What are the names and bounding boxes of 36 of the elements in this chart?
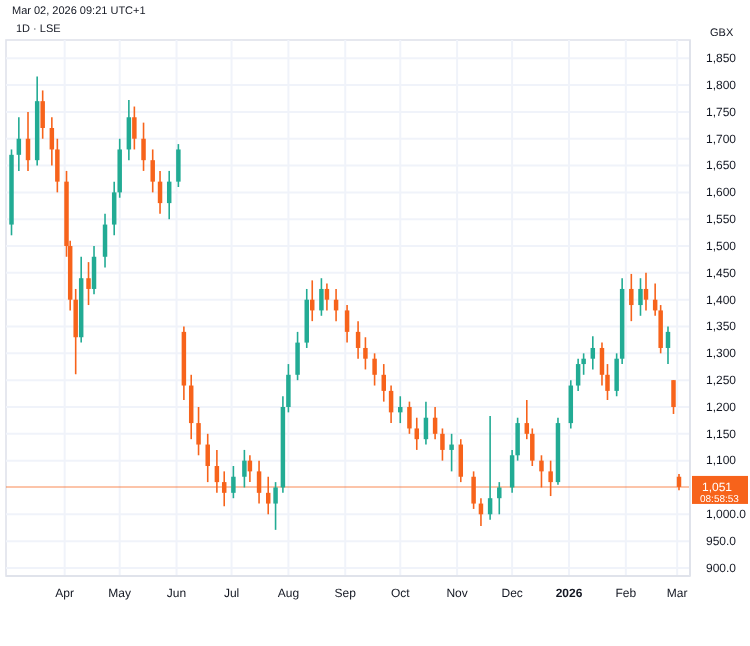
candlestick — [407, 400, 412, 435]
candlestick — [643, 272, 649, 312]
candlestick — [256, 459, 262, 505]
candlestick — [176, 143, 181, 188]
candlestick — [638, 277, 643, 317]
candlestick — [497, 481, 502, 516]
candlestick — [231, 465, 236, 499]
candlestick — [141, 121, 146, 172]
candlestick — [324, 282, 330, 312]
candlestick — [221, 470, 227, 508]
candlestick — [344, 304, 350, 344]
candlestick — [304, 288, 309, 349]
candlestick — [265, 475, 271, 516]
candlestick — [363, 336, 368, 371]
candlestick — [548, 459, 553, 497]
candlestick — [295, 331, 300, 381]
candlestick — [414, 416, 420, 451]
candlestick — [273, 481, 278, 531]
candlestick — [205, 433, 210, 483]
candlestick — [86, 261, 91, 306]
candlestick — [319, 277, 324, 317]
candlestick — [440, 427, 445, 462]
candlestick — [629, 273, 634, 322]
candlestick — [449, 433, 454, 473]
candlestick — [372, 352, 377, 387]
candlestick — [398, 395, 403, 424]
candlestick — [671, 379, 676, 415]
candlestick — [40, 89, 45, 140]
candlestick — [590, 335, 596, 371]
candlestick — [132, 105, 137, 151]
candlestick — [242, 449, 247, 489]
candlestick — [575, 357, 581, 392]
candlestick — [150, 148, 155, 194]
candlestick — [539, 454, 544, 489]
candlestick — [196, 406, 201, 457]
candlestick — [471, 470, 476, 510]
